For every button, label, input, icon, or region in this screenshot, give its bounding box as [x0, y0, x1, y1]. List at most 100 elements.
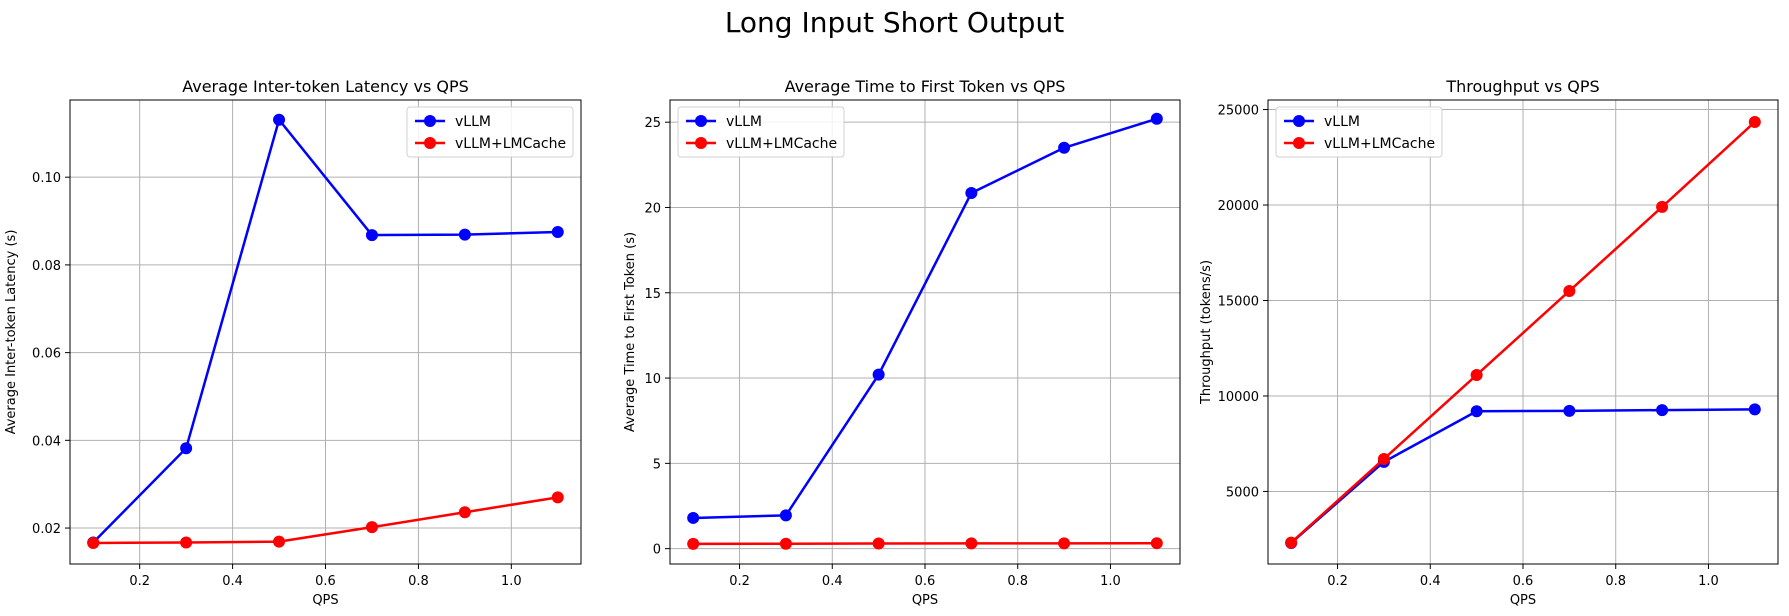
legend-marker [695, 137, 707, 149]
legend-label: vLLM [726, 114, 762, 130]
series-line-vllm-lmcache [93, 496, 558, 545]
series-line-vllm-lmcache [1290, 121, 1756, 544]
y-tick-label: 20000 [1218, 199, 1259, 214]
y-tick-label: 10000 [1218, 390, 1259, 405]
x-axis-label: QPS [1510, 593, 1536, 608]
y-tick-label: 15000 [1218, 294, 1259, 309]
y-tick-label: 0.10 [32, 171, 61, 186]
data-point [551, 226, 564, 239]
x-tick-label: 0.2 [1327, 574, 1348, 589]
series-line-vllm [92, 118, 558, 544]
y-tick-label: 5 [653, 457, 661, 472]
x-tick-label: 0.8 [1605, 574, 1626, 589]
data-point [458, 228, 471, 241]
data-point [687, 511, 700, 524]
data-point [1563, 404, 1576, 417]
y-tick-label: 0 [653, 543, 661, 558]
legend-marker [424, 115, 436, 127]
chart-title: Average Time to First Token vs QPS [785, 77, 1066, 96]
data-point [365, 521, 378, 534]
chart-panel-1: 0.2 0.4 0.6 0.8 1.0 0.02 0.04 0.06 0.08 0.10 Avera… [4, 77, 582, 608]
legend-label: vLLM+LMCache [726, 136, 837, 152]
data-point [1058, 141, 1071, 154]
data-point [180, 442, 193, 455]
data-point [1058, 537, 1071, 550]
data-point [1748, 403, 1761, 416]
data-point [180, 536, 193, 549]
figure-title: Long Input Short Output [724, 6, 1065, 39]
y-tick-label: 5000 [1226, 485, 1259, 500]
data-point [965, 186, 978, 199]
legend-box [1275, 106, 1443, 158]
chart-title: Throughput vs QPS [1445, 77, 1599, 96]
legend-box [677, 106, 845, 158]
x-axis-label: QPS [312, 593, 338, 608]
y-tick-label: 25000 [1218, 104, 1259, 119]
x-tick-label: 1.0 [501, 574, 522, 589]
data-point [87, 536, 100, 549]
axes-frame [669, 99, 1181, 565]
data-point [1470, 368, 1483, 381]
y-axis-label: Throughput (tokens/s) [1199, 260, 1214, 405]
series-line-vllm [693, 117, 1158, 520]
legend-marker [1293, 115, 1305, 127]
data-point [1563, 284, 1576, 297]
legend-box [406, 106, 574, 158]
legend-label: vLLM [1324, 114, 1360, 130]
y-tick-label: 0.02 [32, 522, 61, 537]
legend-label: vLLM+LMCache [455, 136, 566, 152]
y-tick-label: 0.06 [32, 347, 61, 362]
data-point [551, 491, 564, 504]
chart-panel-2: 0.2 0.4 0.6 0.8 1.0 0 5 10 15 20 25 Average Time to… [623, 77, 1181, 608]
axes-frame [69, 99, 582, 565]
legend-label: vLLM+LMCache [1324, 136, 1435, 152]
y-tick-label: 0.08 [32, 259, 61, 274]
data-point [687, 537, 700, 550]
legend: vLLM vLLM+LMCache [1275, 106, 1443, 158]
data-point [1377, 452, 1390, 465]
series-line-vllm-lmcache [693, 541, 1157, 546]
x-tick-label: 0.4 [822, 574, 843, 589]
chart-title: Average Inter-token Latency vs QPS [182, 77, 469, 96]
data-point [1150, 537, 1163, 550]
x-axis-label: QPS [912, 593, 938, 608]
x-tick-label: 0.8 [408, 574, 429, 589]
x-tick-label: 0.6 [315, 574, 336, 589]
data-point [1150, 112, 1163, 125]
data-point [1656, 200, 1669, 213]
axes-frame [1267, 99, 1779, 565]
legend-marker [695, 115, 707, 127]
chart-panel-3: 0.2 0.4 0.6 0.8 1.0 5000 10000 15000 20000 25000 T… [1199, 77, 1779, 608]
x-tick-label: 1.0 [1100, 574, 1121, 589]
data-point [1285, 536, 1298, 549]
x-tick-label: 0.8 [1007, 574, 1028, 589]
data-point [273, 535, 286, 548]
y-axis-label: Average Inter-token Latency (s) [4, 230, 19, 435]
legend-label: vLLM [455, 114, 491, 130]
data-point [458, 506, 471, 519]
data-point [872, 368, 885, 381]
legend-marker [424, 137, 436, 149]
data-point [1470, 405, 1483, 418]
legend: vLLM vLLM+LMCache [677, 106, 845, 158]
y-tick-label: 0.04 [32, 434, 61, 449]
x-tick-label: 0.4 [222, 574, 243, 589]
series-line-vllm [1290, 408, 1755, 544]
x-tick-label: 0.2 [129, 574, 150, 589]
data-point [1748, 115, 1761, 128]
data-point [779, 509, 792, 522]
legend-marker [1293, 137, 1305, 149]
x-tick-label: 0.6 [915, 574, 936, 589]
x-tick-label: 0.6 [1513, 574, 1534, 589]
data-point [273, 113, 286, 126]
data-point [1656, 404, 1669, 417]
data-point [779, 537, 792, 550]
y-tick-label: 10 [644, 372, 661, 387]
data-point [965, 537, 978, 550]
data-point [872, 537, 885, 550]
y-tick-label: 20 [644, 201, 661, 216]
legend: vLLM vLLM+LMCache [406, 106, 574, 158]
x-tick-label: 0.2 [729, 574, 750, 589]
y-tick-label: 15 [644, 287, 661, 302]
